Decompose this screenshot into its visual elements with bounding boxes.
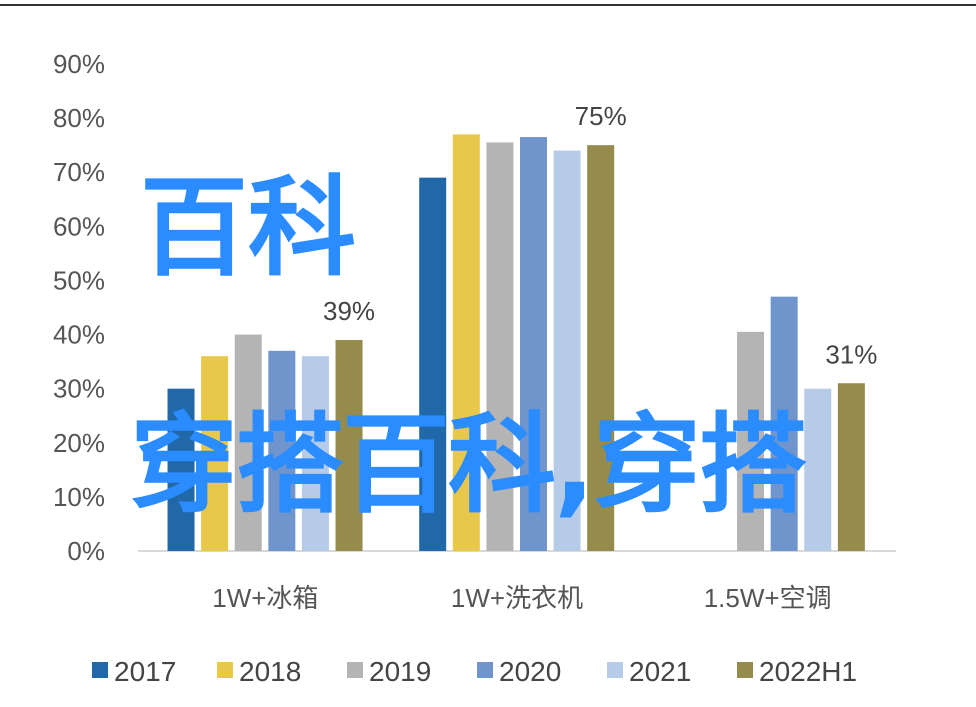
legend-swatch-2020 xyxy=(477,662,493,678)
bar-2020-0 xyxy=(268,350,296,551)
y-tick-label: 0% xyxy=(67,536,105,566)
bar-2022H1-2 xyxy=(837,383,865,551)
bar-2019-0 xyxy=(234,334,262,551)
data-label: 75% xyxy=(575,101,627,131)
y-tick-label: 80% xyxy=(53,103,105,133)
watermark-line1: 穿搭百科,穿搭 xyxy=(130,403,807,528)
legend-label-2018: 2018 xyxy=(239,656,301,687)
legend-label-2022H1: 2022H1 xyxy=(759,656,857,687)
legend-label-2021: 2021 xyxy=(629,656,691,687)
bar-2018-1 xyxy=(452,134,480,551)
y-tick-label: 90% xyxy=(53,49,105,79)
bar-2017-0 xyxy=(167,388,195,551)
bar-2022H1-0 xyxy=(335,339,363,551)
watermark-line2: 百科 xyxy=(140,166,357,291)
legend-label-2017: 2017 xyxy=(114,656,176,687)
data-label: 39% xyxy=(323,296,375,326)
y-tick-label: 10% xyxy=(53,482,105,512)
bar-2020-2 xyxy=(770,296,798,551)
y-tick-label: 60% xyxy=(53,211,105,241)
bar-2021-1 xyxy=(553,150,581,552)
bar-2019-2 xyxy=(737,331,765,551)
bar-2022H1-1 xyxy=(587,145,615,551)
bar-2017-1 xyxy=(419,177,447,551)
bar-2019-1 xyxy=(486,142,514,551)
legend-swatch-2018 xyxy=(217,662,233,678)
bar-2018-0 xyxy=(201,356,229,551)
legend-swatch-2019 xyxy=(347,662,363,678)
x-tick-label: 1.5W+空调 xyxy=(704,583,832,613)
y-tick-label: 40% xyxy=(53,320,105,350)
y-tick-label: 20% xyxy=(53,428,105,458)
bar-2020-1 xyxy=(520,137,547,552)
y-tick-label: 70% xyxy=(53,157,105,187)
y-tick-label: 30% xyxy=(53,374,105,404)
legend-swatch-2022H1 xyxy=(737,662,753,678)
bar-2021-2 xyxy=(804,388,832,551)
data-label: 31% xyxy=(825,339,877,369)
legend-swatch-2021 xyxy=(607,662,623,678)
bar-2021-0 xyxy=(301,356,329,551)
x-tick-label: 1W+冰箱 xyxy=(212,583,318,613)
y-tick-label: 50% xyxy=(53,265,105,295)
top-border xyxy=(0,4,976,6)
legend-label-2020: 2020 xyxy=(499,656,561,687)
legend-swatch-2017 xyxy=(92,662,108,678)
x-tick-label: 1W+洗衣机 xyxy=(451,583,583,613)
legend-label-2019: 2019 xyxy=(369,656,431,687)
